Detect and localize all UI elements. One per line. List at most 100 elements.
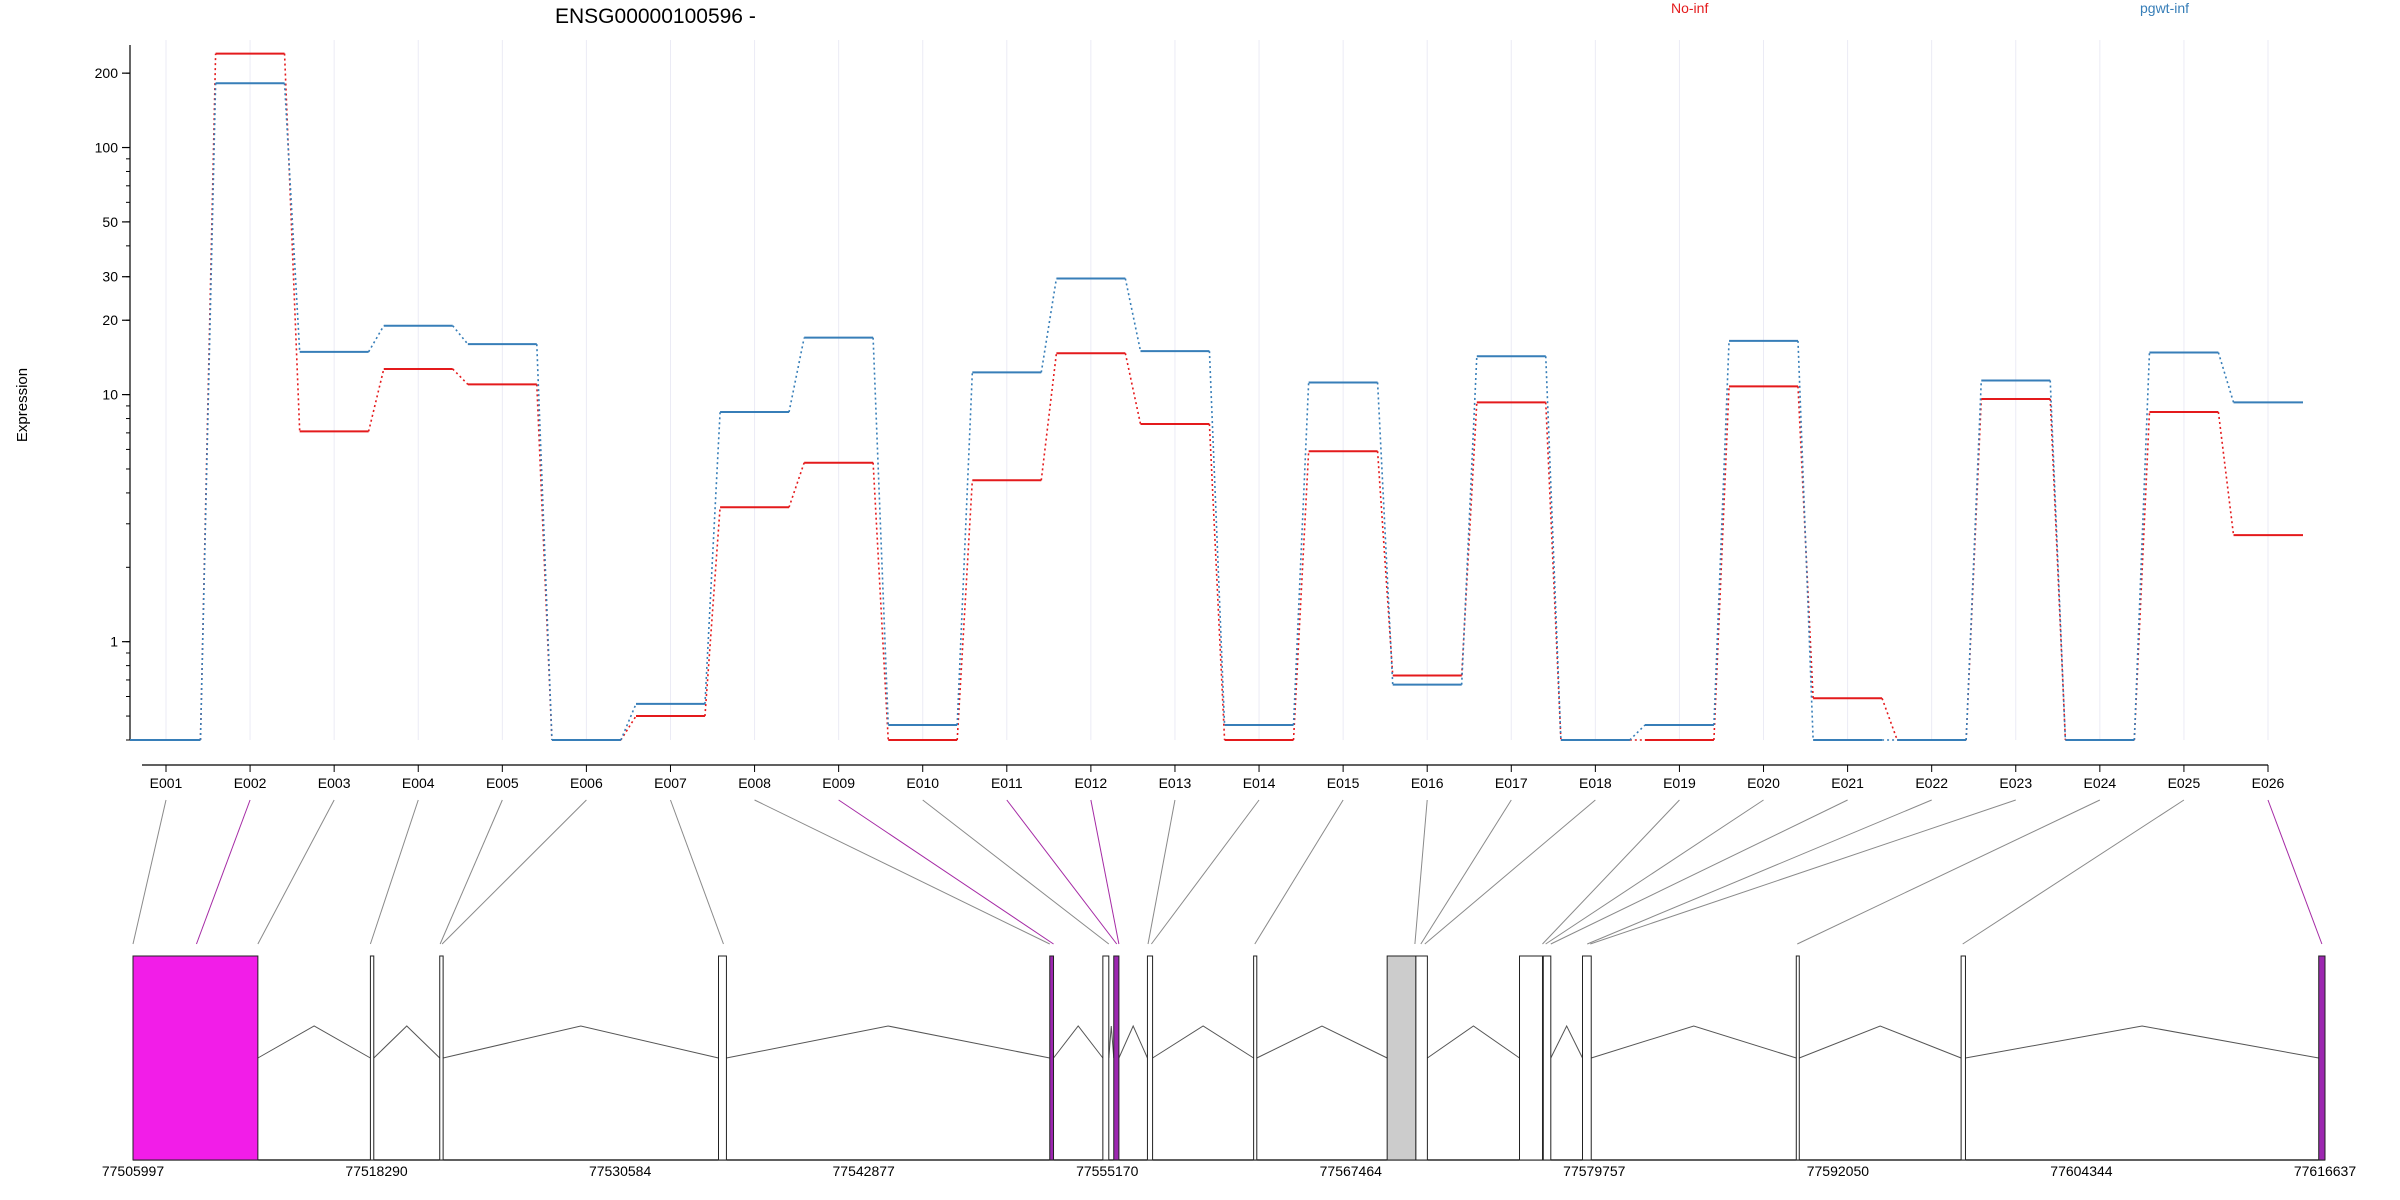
exon-connector-e015 [1254,799,1344,945]
series-pgwt-inf-connector [620,703,637,741]
y-tick-label-30: 30 [102,269,118,285]
x-tick-label-e020: E020 [1747,775,1780,791]
series-pgwt-inf-connector [1713,340,1730,726]
series-pgwt-inf-connector [2217,352,2235,403]
exon-connectors [132,799,2323,945]
exon-block-8 [1146,955,1154,1161]
series-no-inf-connector [452,368,469,385]
genome-coordinate-label: 77567464 [1320,1163,1383,1179]
chart-axes: 1 10 20 30 50 100 200 E001 E002 E003 E004 E005 E006 E… [95,45,2285,791]
x-tick-label-e010: E010 [906,775,939,791]
exon-block-2 [369,955,375,1161]
intron-line [1591,1025,1797,1059]
series-pgwt-inf-connector [1040,278,1058,373]
exon-block-7 [1113,955,1120,1161]
x-tick-label-e019: E019 [1663,775,1696,791]
series-pgwt-inf-connector [872,337,890,726]
series-no-inf-connector [1208,424,1226,741]
intron-line [1965,1025,2319,1059]
series-no-inf-connector [199,53,217,741]
x-tick-label-e008: E008 [738,775,771,791]
x-tick-label-e013: E013 [1159,775,1192,791]
y-axis-label: Expression [14,368,31,442]
chart-series [130,52,2303,741]
exon-connector-e010 [922,799,1110,945]
genome-coordinate-label: 77505997 [102,1163,165,1179]
exon-block-4 [718,955,727,1161]
genome-coordinate-label: 77592050 [1807,1163,1870,1179]
series-pgwt-inf-connector [2133,352,2151,741]
chart-title: ENSG00000100596 - [555,5,756,28]
exon-block-9 [1253,955,1258,1161]
genome-coordinate-label: 77616637 [2294,1163,2357,1179]
genome-coordinate-label: 77579757 [1563,1163,1626,1179]
intron-line [1550,1024,1583,1059]
exon-connector-e011 [1006,799,1118,945]
y-tick-label-200: 200 [95,65,119,81]
legend-entry-no-inf: No-inf [1671,0,1708,16]
series-no-inf-connector [2217,411,2235,536]
exon-connector-e007 [670,799,724,945]
series-pgwt-inf-connector [788,337,805,413]
exon-connector-e019 [1542,799,1680,945]
exon-block-11 [1415,955,1428,1161]
series-no-inf-connector [2133,412,2151,741]
exon-connector-e001 [132,799,167,945]
series-pgwt-inf-connector [1376,382,1394,685]
series-no-inf-connector [1040,353,1058,481]
exon-connector-e014 [1150,799,1260,945]
x-tick-label-e017: E017 [1495,775,1528,791]
series-no-inf-connector [2049,398,2067,741]
x-tick-label-e016: E016 [1411,775,1444,791]
series-no-inf [130,52,2303,741]
genome-coordinate-label: 77530584 [589,1163,652,1179]
exon-connector-e004 [369,799,419,945]
x-tick-label-e005: E005 [486,775,519,791]
genome-coordinate-label: 77542877 [833,1163,896,1179]
exon-connector-e018 [1424,799,1596,945]
intron-line [1427,1025,1520,1059]
exon-connector-e025 [1962,799,2185,945]
series-pgwt-inf-connector [704,412,721,704]
series-pgwt-inf-connector [199,83,217,741]
y-tick-label-20: 20 [102,312,118,328]
x-tick-label-e021: E021 [1831,775,1864,791]
exon-connector-e013 [1147,799,1176,945]
series-no-inf-connector [704,507,721,717]
exon-connector-e012 [1090,799,1120,945]
y-tick-label-50: 50 [102,214,118,230]
series-no-inf-connector [535,384,553,741]
x-tick-label-e012: E012 [1075,775,1108,791]
series-pgwt-inf-connector [367,325,385,353]
gene-model: 77505997 77518290 77530584 77542877 77555170… [102,955,2357,1179]
x-tick-label-e002: E002 [234,775,267,791]
exon-connector-e022 [1587,799,1932,945]
series-pgwt-inf-connector [1797,340,1814,741]
exon-connector-e024 [1797,799,2101,945]
series-no-inf-connector [788,462,805,508]
x-tick-label-e007: E007 [654,775,687,791]
exon-block-1 [132,955,259,1161]
x-tick-label-e009: E009 [822,775,855,791]
genome-coordinate-label: 77555170 [1076,1163,1139,1179]
series-pgwt-inf-connector [1292,382,1310,726]
x-tick-label-e015: E015 [1327,775,1360,791]
series-no-inf-connector [1460,402,1478,676]
intron-line [1108,1025,1115,1059]
x-tick-label-e023: E023 [1999,775,2032,791]
series-no-inf-connector [1544,402,1562,741]
x-tick-label-e026: E026 [2252,775,2285,791]
exon-block-6 [1102,955,1110,1161]
x-tick-label-e003: E003 [318,775,351,791]
intron-line [373,1025,441,1059]
intron-line [443,1025,719,1059]
intron-line [726,1025,1050,1059]
x-tick-label-e014: E014 [1243,775,1276,791]
series-pgwt-inf-connector [1629,724,1646,741]
exon-connector-e006 [441,799,587,945]
exon-connector-e003 [257,799,335,945]
series-no-inf-connector [283,53,301,432]
x-tick-label-e018: E018 [1579,775,1612,791]
exon-connector-e016 [1414,799,1428,945]
